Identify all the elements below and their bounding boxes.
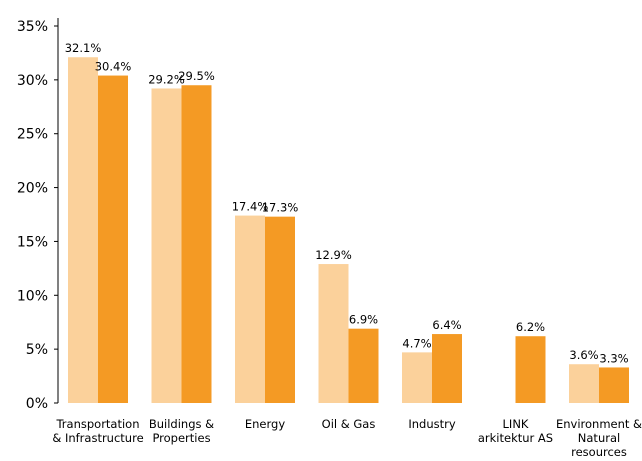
category-label: Industry (408, 417, 455, 431)
bar-series-2 (265, 216, 295, 403)
y-tick-label: 0% (26, 396, 48, 412)
bar-series-1 (68, 57, 98, 403)
bar-series-2 (181, 85, 212, 403)
data-label: 12.9% (315, 248, 352, 262)
bar-series-1 (151, 88, 182, 403)
y-tick-label: 20% (17, 181, 48, 197)
data-label: 6.4% (432, 318, 461, 332)
data-label: 29.5% (178, 69, 215, 83)
y-tick-label: 35% (17, 19, 48, 35)
category-label: Oil & Gas (322, 417, 376, 431)
y-axis: 0% 5% 10% 15% 20% 25% 30% 35% (17, 18, 59, 412)
bar-series-2 (348, 328, 379, 403)
data-label: 4.7% (402, 336, 431, 350)
bar-series-2 (599, 367, 629, 403)
data-label: 3.3% (599, 351, 628, 365)
y-tick-label: 25% (17, 127, 48, 143)
y-tick-label: 10% (17, 288, 48, 304)
bar-series-1 (318, 264, 349, 403)
data-label: 6.9% (349, 313, 378, 327)
category-label: Transportation & Infrastructure (52, 417, 143, 445)
bar-series-2 (98, 75, 128, 403)
data-label: 17.4% (232, 200, 269, 214)
category-label: Energy (245, 417, 285, 431)
bar-series-1 (569, 364, 599, 403)
data-label: 29.2% (148, 72, 185, 86)
category-label: Environment & Natural resources (556, 417, 642, 459)
y-tick-label: 5% (26, 342, 48, 358)
data-label: 6.2% (516, 320, 545, 334)
x-axis-labels: Transportation & InfrastructureBuildings … (52, 417, 642, 459)
category-label: LINK arkitektur AS (478, 417, 553, 445)
data-label: 3.6% (569, 348, 598, 362)
bars-group: 32.1% 30.4% 29.2%29.5% 17.4%17.3% 12.9% 6.9% 4… (65, 41, 629, 403)
data-label: 30.4% (95, 60, 132, 74)
bar-series-1 (402, 352, 432, 403)
category-label: Buildings & Properties (149, 417, 214, 445)
y-tick-label: 15% (17, 234, 48, 250)
y-tick-label: 30% (17, 73, 48, 89)
bar-series-2 (515, 336, 546, 403)
bar-series-1 (235, 215, 265, 403)
bar-series-2 (432, 334, 462, 403)
data-label: 17.3% (262, 201, 299, 215)
data-label: 32.1% (65, 41, 102, 55)
